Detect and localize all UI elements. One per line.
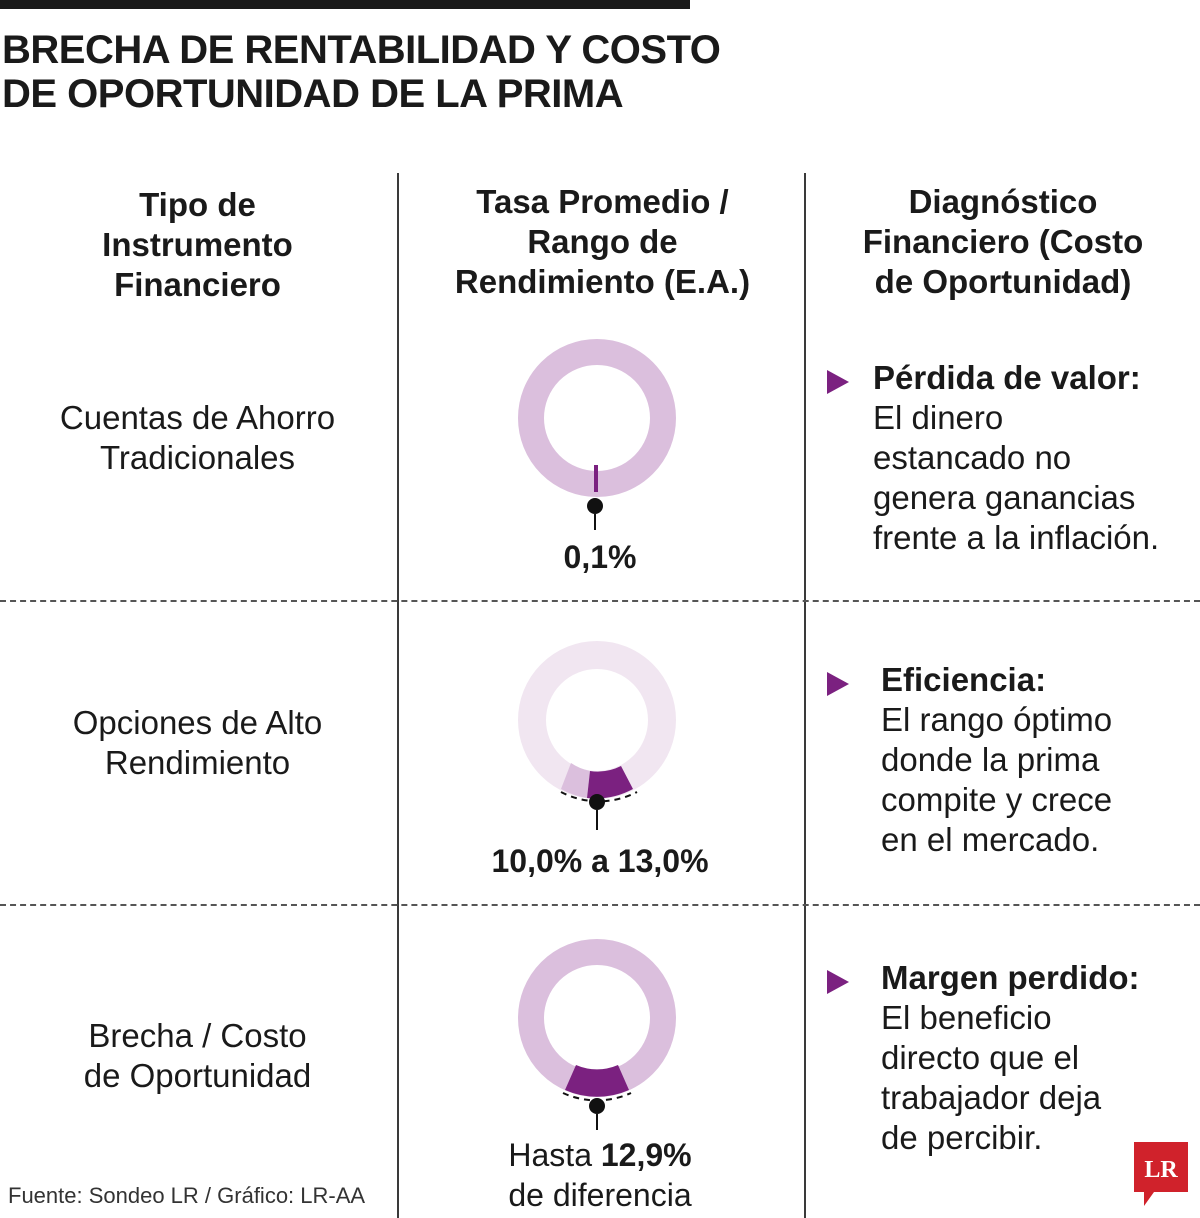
- header-line: Financiero: [114, 266, 281, 303]
- instrument-line: Brecha / Costo: [88, 1017, 307, 1054]
- rate-high-yield: 10,0% a 13,0%: [491, 843, 709, 879]
- diagnosis-line: donde la prima: [881, 741, 1100, 778]
- title-line-2: DE OPORTUNIDAD DE LA PRIMA: [2, 72, 624, 116]
- diagnosis-line: El beneficio: [881, 999, 1052, 1036]
- rate-value: 12,9%: [600, 1137, 692, 1173]
- rate-savings: 0,1%: [563, 539, 637, 575]
- instrument-high-yield: Opciones de Alto Rendimiento: [0, 703, 395, 783]
- bullet-triangle-icon: [827, 672, 849, 696]
- donut-savings-rate: [518, 339, 676, 530]
- diagnosis-line: frente a la inflación.: [873, 519, 1160, 556]
- donut-segment-light: [561, 763, 590, 798]
- header-line: de Oportunidad): [874, 263, 1132, 300]
- header-line: Rendimiento (E.A.): [454, 263, 751, 300]
- header-diagnosis: Diagnóstico Financiero (Costo de Oportun…: [806, 182, 1200, 302]
- title-line-1: BRECHA DE RENTABILIDAD Y COSTO: [2, 28, 721, 72]
- donut-opportunity-gap: [518, 939, 676, 1130]
- donut-segment-range: [587, 766, 633, 799]
- diagnosis-title: Pérdida de valor:: [873, 359, 1141, 396]
- pointer-dot: [589, 794, 605, 810]
- rate-gap-line-1: Hasta 12,9%: [400, 1135, 800, 1175]
- diagnosis-text: Eficiencia: El rango óptimo donde la pri…: [881, 660, 1112, 860]
- instrument-opportunity-cost: Brecha / Costo de Oportunidad: [0, 1016, 395, 1096]
- instrument-line: Cuentas de Ahorro: [59, 399, 336, 436]
- logo-text: LR: [1144, 1157, 1178, 1183]
- bullet-triangle-icon: [827, 970, 849, 994]
- instrument-savings-accounts: Cuentas de Ahorro Tradicionales: [0, 398, 395, 478]
- rate-opportunity-gap: Hasta 12,9% de diferencia: [400, 1135, 800, 1215]
- instrument-line: Opciones de Alto: [72, 704, 323, 741]
- rate-suffix: de diferencia: [508, 1177, 692, 1213]
- header-line: Tipo de: [139, 186, 256, 223]
- header-line: Tasa Promedio /: [476, 183, 729, 220]
- donut-segment-gap: [565, 1065, 629, 1097]
- diagnosis-line: El rango óptimo: [881, 701, 1113, 738]
- header-line: Diagnóstico: [908, 183, 1098, 220]
- lr-logo-icon: LR: [1134, 1142, 1188, 1206]
- donut-ring: [518, 339, 676, 497]
- header-instrument: Tipo de Instrumento Financiero: [0, 185, 395, 305]
- pointer-dot: [587, 498, 603, 514]
- header-rate: Tasa Promedio / Rango de Rendimiento (E.…: [400, 182, 805, 302]
- diagnosis-line: en el mercado.: [881, 821, 1100, 858]
- header-line: Rango de: [527, 223, 678, 260]
- diagnosis-text: Margen perdido: El beneficio directo que…: [881, 958, 1140, 1158]
- diagnosis-line: El dinero: [873, 399, 1004, 436]
- diagnosis-text: Pérdida de valor: El dinero estancado no…: [873, 358, 1159, 558]
- donut-ring: [518, 939, 676, 1097]
- header-line: Financiero (Costo: [862, 223, 1144, 260]
- donut-ring: [518, 641, 676, 799]
- diagnosis-line: genera ganancias: [873, 479, 1136, 516]
- instrument-line: de Oportunidad: [83, 1057, 312, 1094]
- diagnosis-line: de percibir.: [881, 1119, 1043, 1156]
- bullet-triangle-icon: [827, 370, 849, 394]
- diagnosis-title: Eficiencia:: [881, 661, 1047, 698]
- column-divider-2: [804, 173, 806, 1218]
- page-title: BRECHA DE RENTABILIDAD Y COSTO DE OPORTU…: [2, 28, 762, 116]
- instrument-line: Rendimiento: [104, 744, 291, 781]
- column-divider-1: [397, 173, 399, 1218]
- row-divider-1: [0, 600, 1200, 602]
- diagnosis-line: estancado no: [873, 439, 1072, 476]
- diagnosis-line: trabajador deja: [881, 1079, 1102, 1116]
- donut-high-yield-range: [518, 641, 676, 830]
- diagnosis-line: directo que el: [881, 1039, 1080, 1076]
- instrument-line: Tradicionales: [99, 439, 296, 476]
- diagnosis-line: compite y crece: [881, 781, 1113, 818]
- row-divider-2: [0, 904, 1200, 906]
- source-credit: Fuente: Sondeo LR / Gráfico: LR-AA: [8, 1183, 366, 1208]
- rate-prefix: Hasta: [508, 1137, 592, 1173]
- diagnosis-title: Margen perdido:: [881, 959, 1140, 996]
- header-line: Instrumento: [102, 226, 293, 263]
- top-rule: [0, 0, 690, 9]
- pointer-dot: [589, 1098, 605, 1114]
- range-bracket: [560, 791, 638, 803]
